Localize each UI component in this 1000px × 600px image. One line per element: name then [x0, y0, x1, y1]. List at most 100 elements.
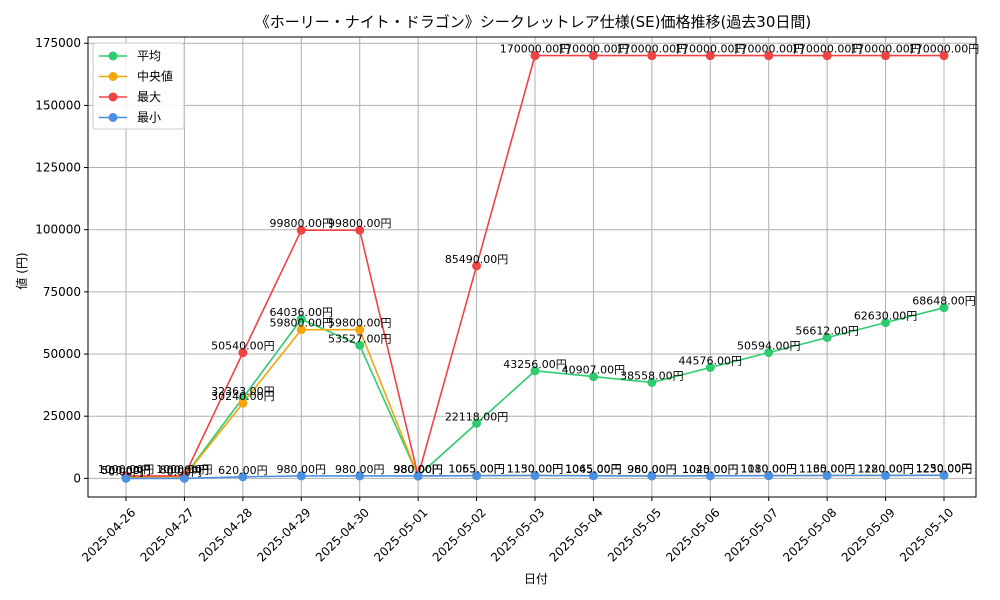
data-label: 620.00円: [218, 464, 268, 477]
data-label: 980.00円: [277, 463, 327, 476]
data-label: 170000.00円: [792, 43, 863, 56]
data-label: 1150.00円: [507, 462, 564, 475]
y-tick-label: 75000: [43, 285, 81, 299]
data-point: [764, 51, 774, 61]
data-point: [121, 473, 131, 483]
y-tick-label: 0: [73, 471, 81, 485]
data-label: 1000.00円: [156, 463, 213, 476]
data-label: 44576.00円: [679, 355, 743, 368]
data-label: 170000.00円: [909, 43, 980, 56]
data-point: [881, 470, 891, 480]
grid-lines: [88, 37, 976, 497]
legend-marker: [108, 51, 118, 61]
series-points: [121, 51, 949, 483]
data-label: 980.00円: [393, 463, 443, 476]
data-label: 1250.00円: [916, 462, 973, 475]
data-point: [296, 325, 306, 335]
data-label: 50540.00円: [211, 340, 275, 353]
data-point: [705, 51, 715, 61]
legend-marker: [108, 113, 118, 122]
data-point: [588, 372, 598, 382]
data-point: [238, 348, 248, 358]
data-point: [705, 363, 715, 373]
data-label: 170000.00円: [558, 43, 629, 56]
y-tick-label: 125000: [35, 161, 81, 175]
data-label: 38558.00円: [620, 369, 684, 382]
y-tick-label: 50000: [43, 347, 81, 361]
data-label: 1055.00円: [448, 463, 505, 476]
x-tick-label: 2025-05-05: [605, 505, 664, 564]
data-label: 1130.00円: [799, 463, 856, 476]
data-label: 500.00円: [101, 464, 151, 477]
data-point: [238, 398, 248, 408]
plot-frame: [87, 36, 977, 498]
data-point: [588, 471, 598, 481]
data-label: 170000.00円: [850, 43, 921, 56]
y-axis-label: 値 (円): [14, 252, 29, 289]
data-point: [530, 471, 540, 481]
data-label: 30240.00円: [211, 390, 275, 403]
data-label: 1045.00円: [682, 463, 739, 476]
data-label: 0.00円: [167, 465, 203, 478]
data-label: 22118.00円: [445, 410, 509, 423]
data-label: 99800.00円: [328, 217, 392, 230]
x-tick-label: 2025-05-06: [663, 505, 722, 564]
data-label: 1065.00円: [448, 463, 505, 476]
data-point: [530, 366, 540, 376]
data-point: [472, 471, 482, 481]
data-label: 1165.00円: [799, 462, 856, 475]
data-point: [764, 348, 774, 358]
data-point: [881, 51, 891, 61]
data-point: [530, 51, 540, 61]
x-tick-label: 2025-05-04: [547, 505, 606, 564]
data-label: 0.00円: [108, 465, 144, 478]
data-point: [939, 303, 949, 313]
data-label: 59800.00円: [270, 317, 334, 330]
legend-label: 最小: [137, 111, 161, 125]
x-axis-label: 日付: [524, 572, 548, 586]
data-label: 59800.00円: [328, 317, 392, 330]
legend-label: 平均: [137, 49, 161, 63]
data-label: 170000.00円: [675, 43, 746, 56]
data-label: 1045.00円: [565, 463, 622, 476]
data-label: 43256.00円: [503, 358, 567, 371]
data-label: 170000.00円: [617, 43, 688, 56]
data-label: 800.00円: [160, 463, 210, 476]
x-tick-label: 2025-05-02: [430, 505, 489, 564]
data-point: [822, 471, 832, 481]
legend-label: 中央値: [137, 69, 173, 84]
x-axis-ticks: 2025-04-26 2025-04-27 2025-04-28 2025-04-29…: [79, 497, 956, 565]
data-label: 1110.00円: [740, 463, 797, 476]
data-point: [355, 325, 365, 335]
data-label: 99800.00円: [270, 217, 334, 230]
data-label: 980.00円: [393, 463, 443, 476]
data-point: [647, 377, 657, 387]
data-point: [705, 471, 715, 481]
legend-marker: [108, 92, 118, 102]
data-point: [355, 471, 365, 481]
data-label: 56612.00円: [795, 325, 859, 338]
data-point: [472, 418, 482, 428]
x-tick-label: 2025-05-03: [488, 505, 547, 564]
x-tick-label: 2025-05-09: [839, 505, 898, 564]
data-label: 50594.00円: [737, 340, 801, 353]
y-axis-ticks: 0 25000 50000 75000 100000 125000 150000 175000: [35, 36, 88, 485]
data-point: [179, 473, 189, 483]
data-label: 1020.00円: [682, 463, 739, 476]
data-label: 62630.00円: [854, 310, 918, 323]
data-point: [939, 470, 949, 480]
x-tick-label: 2025-05-07: [722, 505, 781, 564]
data-label: 980.00円: [393, 463, 443, 476]
y-tick-label: 175000: [35, 36, 81, 50]
data-label: 170000.00円: [733, 43, 804, 56]
data-label: 1065.00円: [565, 463, 622, 476]
x-tick-label: 2025-04-28: [196, 505, 255, 564]
data-point: [472, 261, 482, 271]
data-label: 32363.00円: [211, 385, 275, 398]
data-label: 980.00円: [335, 463, 385, 476]
data-point: [355, 340, 365, 350]
data-label: 53527.00円: [328, 332, 392, 345]
data-point: [822, 51, 832, 61]
x-tick-label: 2025-05-08: [780, 505, 839, 564]
